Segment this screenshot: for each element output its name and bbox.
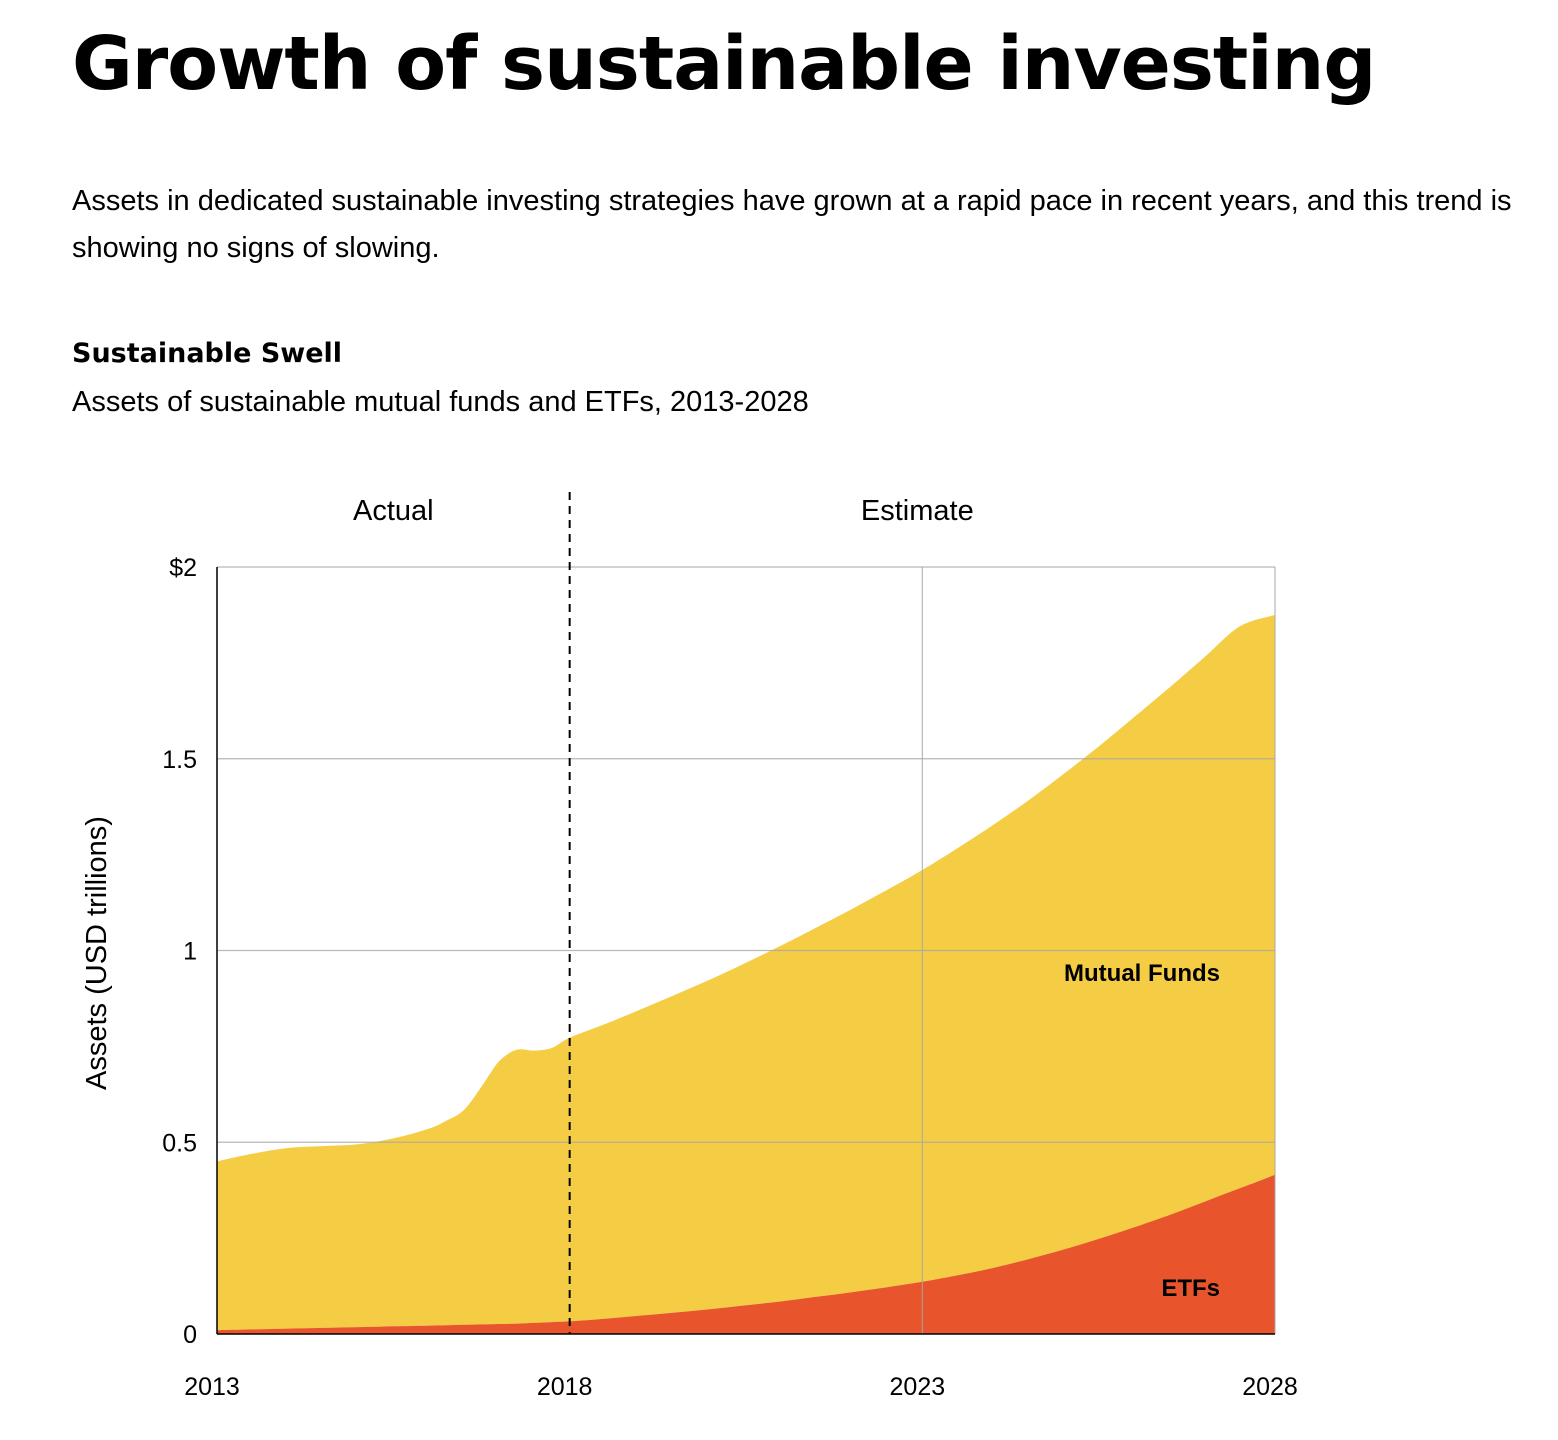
x-tick-label: 2028 — [1242, 1373, 1298, 1401]
x-tick-label: 2013 — [184, 1373, 240, 1401]
mutual-funds-label: Mutual Funds — [1064, 960, 1220, 987]
region-label: Actual — [353, 495, 434, 527]
etfs-area — [217, 1174, 1275, 1334]
chart-subtitle: Assets of sustainable mutual funds and E… — [72, 386, 809, 418]
y-axis-title: Assets (USD trillions) — [81, 816, 113, 1090]
y-tick-label: 1.5 — [162, 746, 197, 774]
mutual-funds-area — [217, 614, 1275, 1331]
intro-paragraph: Assets in dedicated sustainable investin… — [72, 185, 1512, 264]
gridlines — [217, 566, 1276, 1334]
region-label: Estimate — [861, 495, 974, 527]
y-tick-label: $2 — [169, 554, 197, 582]
x-tick-label: 2018 — [537, 1373, 593, 1401]
page-title: Growth of sustainable investing — [72, 21, 1376, 107]
chart-labels: 0 0.5 1 1.5 $2 2013 2018 2023 2028 Actual Estimate… — [81, 495, 1298, 1401]
area-layer — [217, 614, 1275, 1334]
y-tick-label: 1 — [183, 938, 197, 966]
x-tick-label: 2023 — [890, 1373, 946, 1401]
chart-title: Sustainable Swell — [72, 338, 343, 369]
axes — [216, 492, 1275, 1335]
y-tick-label: 0 — [183, 1321, 197, 1349]
y-tick-label: 0.5 — [162, 1129, 197, 1157]
etfs-label: ETFs — [1161, 1275, 1220, 1302]
